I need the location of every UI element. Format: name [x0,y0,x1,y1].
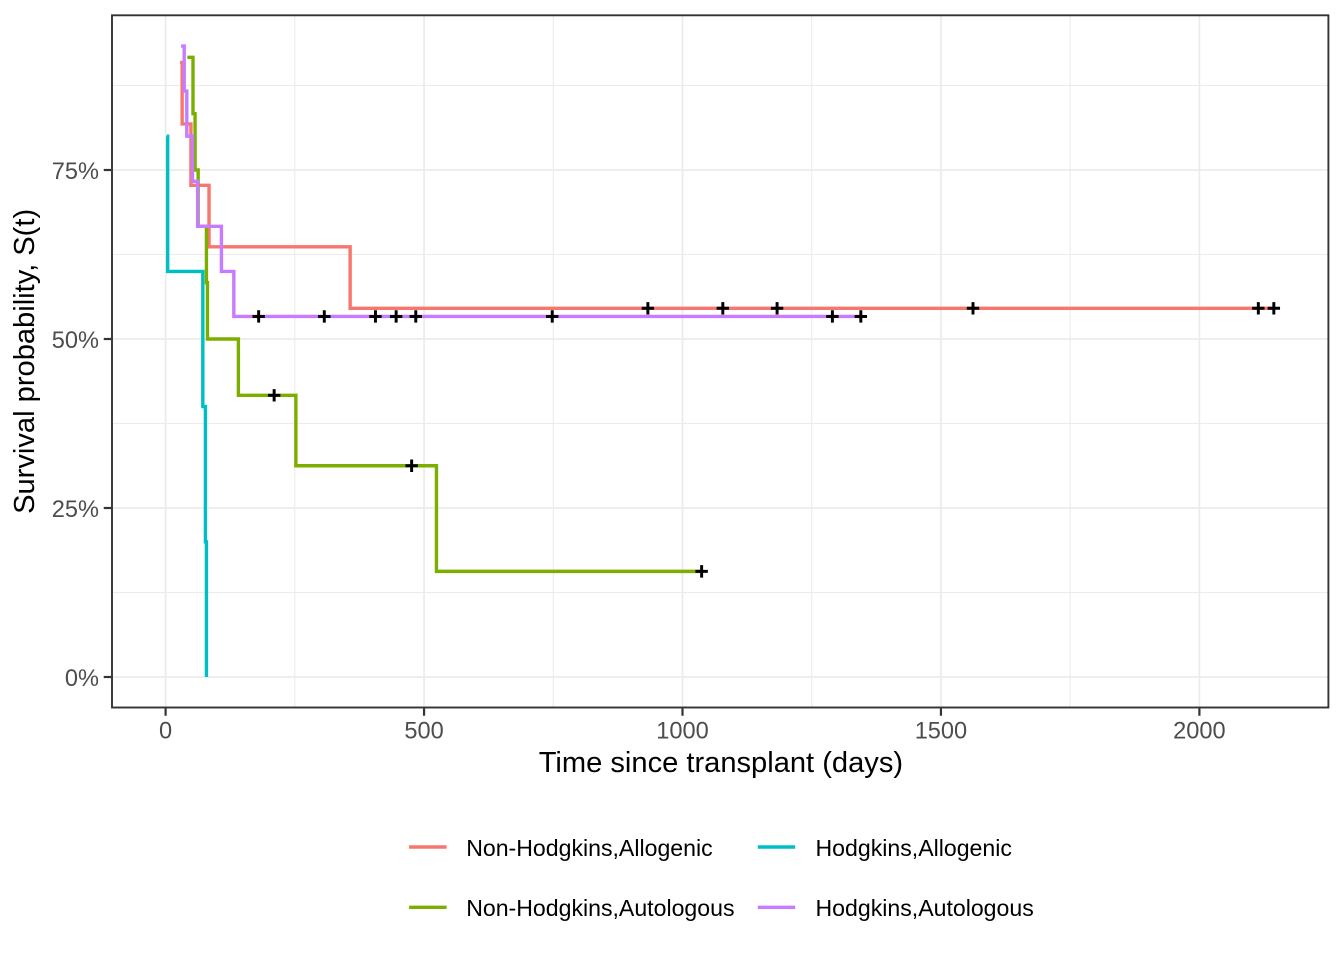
svg-text:0%: 0% [65,666,99,692]
svg-text:Non-Hodgkins,Allogenic: Non-Hodgkins,Allogenic [466,835,712,861]
svg-text:500: 500 [404,719,443,745]
svg-text:75%: 75% [52,159,99,185]
svg-text:Hodgkins,Allogenic: Hodgkins,Allogenic [816,835,1012,861]
svg-text:Time since transplant (days): Time since transplant (days) [539,747,903,779]
svg-text:25%: 25% [52,497,99,523]
svg-text:Non-Hodgkins,Autologous: Non-Hodgkins,Autologous [466,895,734,921]
svg-text:2000: 2000 [1173,719,1226,745]
svg-text:Survival probability, S(t): Survival probability, S(t) [9,209,41,514]
svg-text:1500: 1500 [915,719,968,745]
svg-text:Hodgkins,Autologous: Hodgkins,Autologous [816,895,1034,921]
svg-text:1000: 1000 [656,719,709,745]
svg-text:0: 0 [159,719,172,745]
svg-text:50%: 50% [52,328,99,354]
